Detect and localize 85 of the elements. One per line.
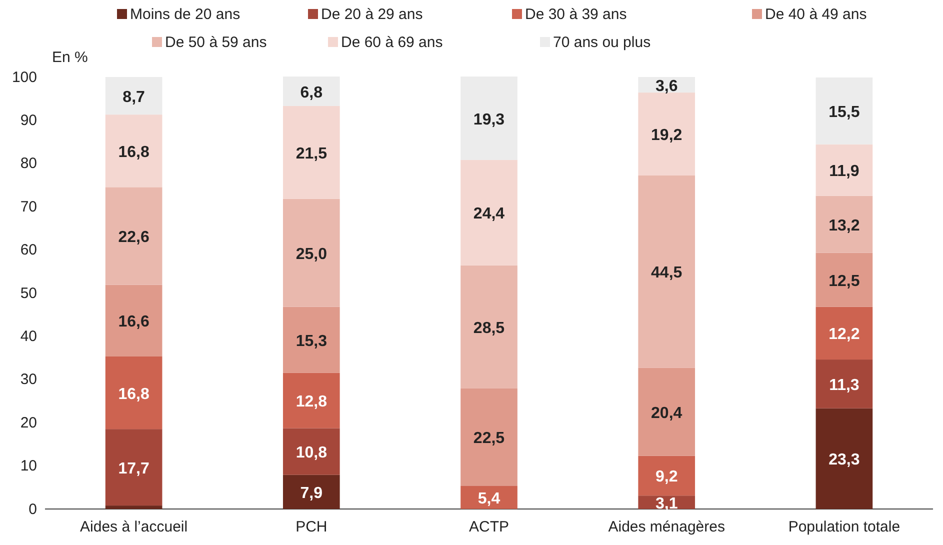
data-label: 20,4 (651, 404, 682, 422)
legend-label: De 60 à 69 ans (341, 34, 443, 51)
y-tick-label: 20 (20, 414, 37, 432)
data-label: 5,4 (478, 490, 500, 508)
x-tick-label: Population totale (788, 518, 900, 536)
data-label: 9,2 (655, 468, 678, 486)
data-label: 23,3 (828, 452, 860, 469)
data-label: 17,7 (118, 460, 150, 478)
y-tick-label: 0 (28, 500, 37, 518)
data-label: 15,5 (828, 104, 860, 121)
data-label: 19,2 (651, 127, 682, 144)
bar (282, 198, 340, 307)
bar (460, 160, 518, 266)
bar (638, 456, 696, 496)
bar (816, 196, 873, 253)
bar (282, 474, 340, 509)
bar (816, 360, 873, 408)
y-tick-label: 70 (20, 198, 37, 216)
data-label: 3,6 (655, 78, 678, 95)
legend-label: De 40 à 49 ans (765, 6, 867, 23)
bar (460, 265, 518, 388)
data-label: 28,5 (473, 320, 505, 337)
data-label: 12,2 (828, 326, 860, 344)
bar (638, 368, 696, 456)
bar (460, 388, 518, 486)
data-label: 11,9 (829, 163, 860, 180)
y-tick-label: 100 (12, 68, 37, 86)
bar (816, 306, 873, 360)
data-label: 7,9 (300, 484, 323, 502)
data-label: 6,8 (300, 84, 323, 102)
data-label: 22,5 (473, 430, 505, 448)
legend-label: De 30 à 39 ans (525, 6, 627, 23)
data-label: 25,0 (296, 246, 328, 263)
bar (816, 77, 873, 144)
data-label: 11,3 (829, 376, 860, 394)
legend-label: 70 ans ou plus (553, 34, 651, 51)
data-label: 15,3 (296, 332, 328, 350)
bar (105, 356, 162, 430)
bar (816, 252, 873, 307)
bar (460, 76, 518, 160)
data-label: 13,2 (828, 217, 860, 234)
y-tick-label: 90 (20, 112, 37, 129)
data-label: 44,5 (651, 264, 682, 282)
data-label: 16,8 (118, 144, 150, 161)
bar (282, 106, 340, 199)
data-label: 21,5 (296, 145, 328, 162)
x-tick-label: Aides à l’accueil (80, 518, 188, 536)
data-label: 8,7 (122, 88, 146, 106)
data-label: 10,8 (296, 444, 328, 462)
y-tick-label: 60 (20, 242, 37, 259)
data-label: 22,6 (118, 228, 150, 246)
data-label: 24,4 (473, 206, 505, 223)
legend-label: De 20 à 29 ans (321, 6, 423, 23)
bar (105, 429, 162, 506)
data-label: 19,3 (473, 111, 505, 128)
bar (105, 284, 162, 357)
bar (105, 187, 162, 285)
legend-label: Moins de 20 ans (130, 6, 240, 23)
x-tick-label: Aides ménagères (608, 518, 725, 536)
x-tick-label: ACTP (468, 518, 510, 536)
bar (816, 144, 873, 196)
data-label: 3,1 (655, 495, 678, 512)
y-tick-label: 80 (20, 155, 37, 172)
data-label: 12,8 (296, 394, 328, 411)
data-label: 16,8 (118, 386, 150, 403)
data-label: 12,5 (828, 272, 860, 290)
y-tick-label: 10 (20, 458, 37, 475)
bar (638, 175, 696, 368)
bar (105, 77, 162, 115)
y-axis-title: En % (52, 49, 88, 66)
bar (282, 306, 340, 373)
bar (282, 428, 340, 475)
bar (105, 506, 162, 509)
bar (105, 114, 162, 188)
y-tick-label: 30 (20, 371, 37, 388)
bar (816, 408, 873, 509)
data-label: 16,6 (118, 314, 150, 331)
x-tick-label: PCH (296, 518, 328, 536)
bar (282, 372, 340, 428)
y-tick-label: 50 (20, 284, 37, 302)
legend-label: De 50 à 59 ans (165, 34, 267, 51)
bar (460, 486, 518, 509)
y-tick-label: 40 (20, 328, 37, 345)
bar (282, 76, 340, 106)
bar (638, 92, 696, 176)
